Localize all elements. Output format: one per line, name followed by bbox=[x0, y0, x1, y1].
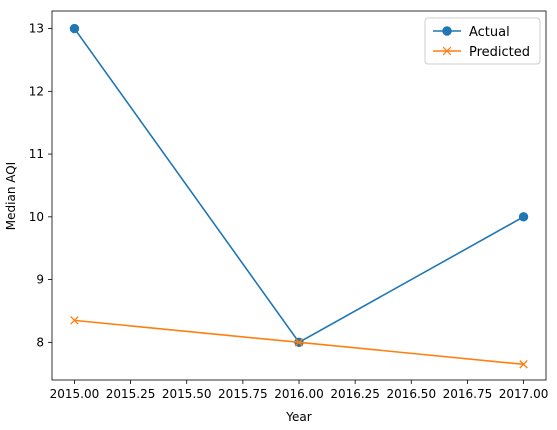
x-axis-ticks: 2015.00 2015.25 2015.50 2015.75 2016.00 2016.… bbox=[50, 380, 549, 401]
legend: Actual Predicted bbox=[424, 17, 541, 65]
data-point bbox=[294, 338, 304, 347]
y-tick-label: 9 bbox=[36, 273, 44, 287]
data-point bbox=[70, 316, 79, 325]
data-point bbox=[69, 23, 80, 34]
y-tick-label: 11 bbox=[29, 147, 44, 161]
x-tick-label: 2016.00 bbox=[274, 387, 324, 401]
data-point bbox=[442, 46, 452, 56]
y-axis-label: Median AQI bbox=[4, 162, 18, 230]
y-tick-label: 13 bbox=[29, 22, 44, 36]
legend-label: Actual bbox=[469, 25, 510, 40]
legend-label: Predicted bbox=[469, 45, 530, 60]
data-point bbox=[518, 212, 529, 222]
y-tick-label: 10 bbox=[29, 210, 44, 224]
legend-box bbox=[424, 17, 541, 65]
x-tick-label: 2015.50 bbox=[162, 387, 212, 401]
y-axis-ticks: 8 9 10 11 12 13 bbox=[29, 22, 52, 349]
plot-frame bbox=[51, 10, 547, 381]
x-tick-label: 2015.75 bbox=[218, 387, 268, 401]
x-tick-label: 2016.25 bbox=[330, 387, 380, 401]
x-tick-label: 2015.25 bbox=[106, 387, 156, 401]
data-point bbox=[442, 26, 452, 36]
x-tick-label: 2017.00 bbox=[499, 387, 549, 401]
y-tick-label: 8 bbox=[36, 335, 44, 349]
plot-area bbox=[52, 11, 546, 380]
y-tick-label: 12 bbox=[29, 84, 44, 98]
series-layer bbox=[69, 23, 529, 369]
x-axis-label: Year bbox=[285, 410, 311, 424]
x-tick-label: 2015.00 bbox=[50, 387, 100, 401]
data-point bbox=[519, 360, 528, 369]
x-tick-label: 2016.75 bbox=[443, 387, 493, 401]
x-tick-label: 2016.50 bbox=[386, 387, 436, 401]
